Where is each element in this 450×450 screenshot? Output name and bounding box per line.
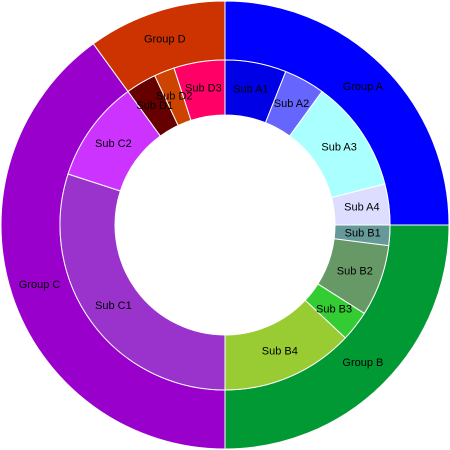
sub-label: Sub B1 xyxy=(345,228,381,240)
group-label: Group A xyxy=(343,81,384,93)
sub-label: Sub B4 xyxy=(262,346,298,358)
sub-label: Sub A1 xyxy=(233,83,268,95)
sub-label: Sub A2 xyxy=(274,98,309,110)
sub-label: Sub D2 xyxy=(156,91,193,103)
sub-label: Sub A4 xyxy=(344,202,379,214)
sub-label: Sub B3 xyxy=(316,303,352,315)
group-label: Group D xyxy=(144,33,186,45)
sub-label: Sub C1 xyxy=(95,300,132,312)
sub-label: Sub C2 xyxy=(95,138,132,150)
sub-segment xyxy=(59,173,226,391)
sub-label: Sub A3 xyxy=(321,141,356,153)
group-label: Group C xyxy=(19,279,61,291)
sub-label: Sub D1 xyxy=(136,100,173,112)
group-label: Group B xyxy=(342,357,383,369)
sub-label: Sub D3 xyxy=(185,83,222,95)
sub-label: Sub B2 xyxy=(337,266,373,278)
sub-segment xyxy=(173,59,226,122)
